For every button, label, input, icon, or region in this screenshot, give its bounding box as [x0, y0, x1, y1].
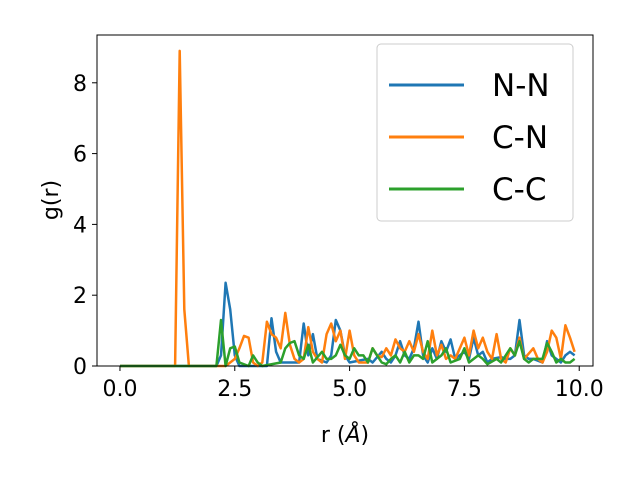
legend-items: N-N C-N C-C — [389, 68, 550, 208]
y-tick-label: 8 — [73, 72, 87, 97]
x-axis: 0.0 2.5 5.0 7.5 10.0 — [102, 366, 604, 402]
x-tick-label: 5.0 — [332, 377, 367, 402]
series-line-c-c — [120, 318, 576, 368]
x-axis-label-main: r ( — [321, 423, 346, 448]
series-line-n-n — [120, 281, 576, 368]
legend-label-c-n: C-N — [492, 120, 548, 156]
y-tick-label: 6 — [73, 143, 87, 168]
x-tick-label: 0.0 — [102, 377, 137, 402]
x-tick-label: 10.0 — [555, 377, 604, 402]
y-tick-label: 4 — [73, 213, 87, 238]
legend-frame — [376, 43, 574, 222]
x-axis-label: r (Å) — [321, 421, 369, 448]
x-axis-label-close: ) — [361, 423, 370, 448]
legend-label-c-c: C-C — [492, 172, 546, 208]
legend-label-n-n: N-N — [492, 68, 550, 104]
plot-frame — [96, 34, 594, 367]
y-axis: 0 2 4 6 8 — [73, 72, 97, 380]
y-tick-label: 0 — [73, 355, 87, 380]
x-tick-label: 7.5 — [447, 377, 482, 402]
x-tick-label: 2.5 — [217, 377, 252, 402]
y-axis-label: g(r) — [39, 180, 64, 220]
x-axis-label-unit: Å — [343, 421, 360, 448]
series-layer — [120, 49, 576, 368]
legend: N-N C-N C-C — [376, 43, 574, 222]
y-tick-label: 2 — [73, 284, 87, 309]
